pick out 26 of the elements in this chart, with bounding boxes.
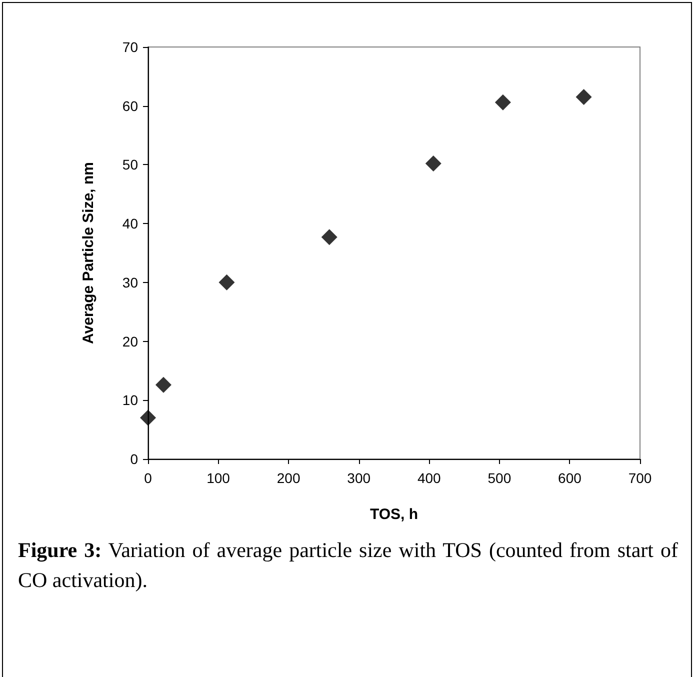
point [576, 89, 592, 106]
x-tick-label: 600 [558, 470, 582, 486]
point [425, 156, 442, 172]
y-tick-label: 10 [122, 392, 138, 408]
y-tick-label: 70 [122, 39, 138, 55]
point [321, 229, 338, 246]
y-tick-label: 40 [122, 216, 138, 232]
y-tick-label: 50 [122, 156, 138, 173]
y-tick-label: 30 [122, 274, 138, 290]
y-tick-label: 0 [130, 451, 138, 467]
x-tick-label: 300 [347, 470, 371, 486]
x-tick-label: 700 [628, 470, 652, 486]
x-tick-label: 400 [417, 470, 442, 486]
point [218, 274, 235, 290]
x-tick-label: 0 [144, 470, 152, 486]
x-tick-label: 100 [206, 470, 230, 486]
y-tick-label: 20 [122, 333, 138, 350]
x-axis-title: TOS, h [370, 506, 418, 523]
point [140, 410, 156, 426]
x-tick-label: 200 [276, 470, 300, 486]
caption: Figure 3: Variation of average particle size with TOS (counted from start of CO activation). [18, 537, 678, 594]
y-tick-label: 60 [122, 98, 138, 114]
point [494, 94, 511, 110]
y-axis-title: Average Particle Size, nm [80, 162, 97, 344]
x-tick-label: 500 [488, 470, 512, 486]
point [155, 376, 172, 393]
